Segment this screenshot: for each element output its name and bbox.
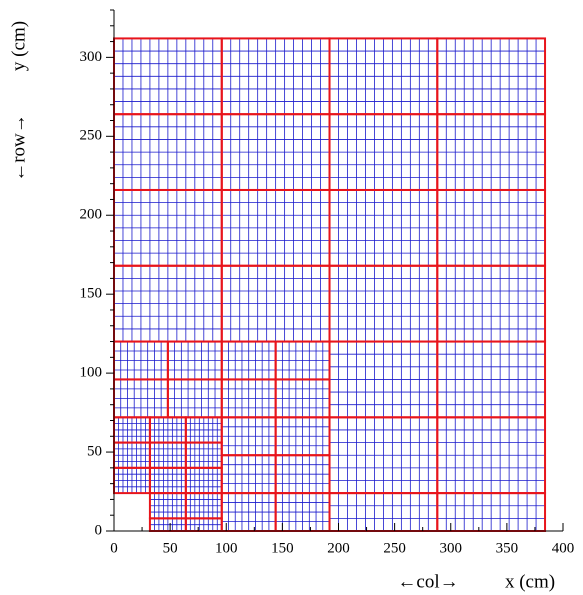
- y-tick-label: 100: [80, 365, 103, 381]
- x-axis-note: ←col→: [397, 571, 458, 592]
- x-tick-label: 400: [552, 540, 575, 556]
- y-tick-label: 200: [80, 207, 103, 223]
- y-tick-label: 250: [80, 128, 103, 144]
- x-tick-label: 150: [271, 540, 294, 556]
- x-tick-label: 350: [496, 540, 519, 556]
- x-tick-label: 50: [163, 540, 178, 556]
- x-tick-label: 200: [327, 540, 350, 556]
- x-tick-label: 0: [110, 540, 118, 556]
- x-tick-label: 100: [215, 540, 238, 556]
- y-tick-label: 50: [87, 443, 102, 459]
- y-tick-label: 150: [80, 286, 103, 302]
- y-axis-note: ←row→: [8, 114, 29, 182]
- x-tick-label: 250: [383, 540, 406, 556]
- y-tick-label: 0: [95, 522, 103, 538]
- x-axis-label: x (cm): [505, 571, 555, 592]
- x-tick-label: 300: [440, 540, 463, 556]
- y-tick-label: 300: [80, 49, 103, 65]
- y-axis-label: y (cm): [8, 21, 29, 71]
